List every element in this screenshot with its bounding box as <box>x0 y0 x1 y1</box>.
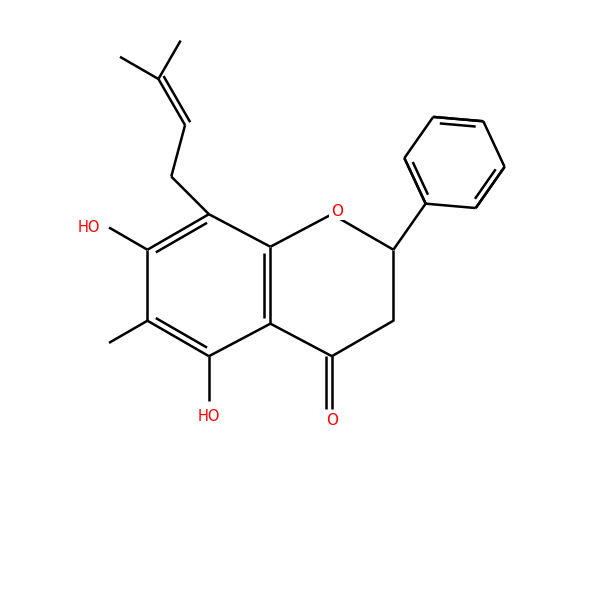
Text: O: O <box>331 204 343 219</box>
Text: HO: HO <box>77 220 100 235</box>
Text: O: O <box>326 413 338 428</box>
Text: HO: HO <box>197 409 220 424</box>
